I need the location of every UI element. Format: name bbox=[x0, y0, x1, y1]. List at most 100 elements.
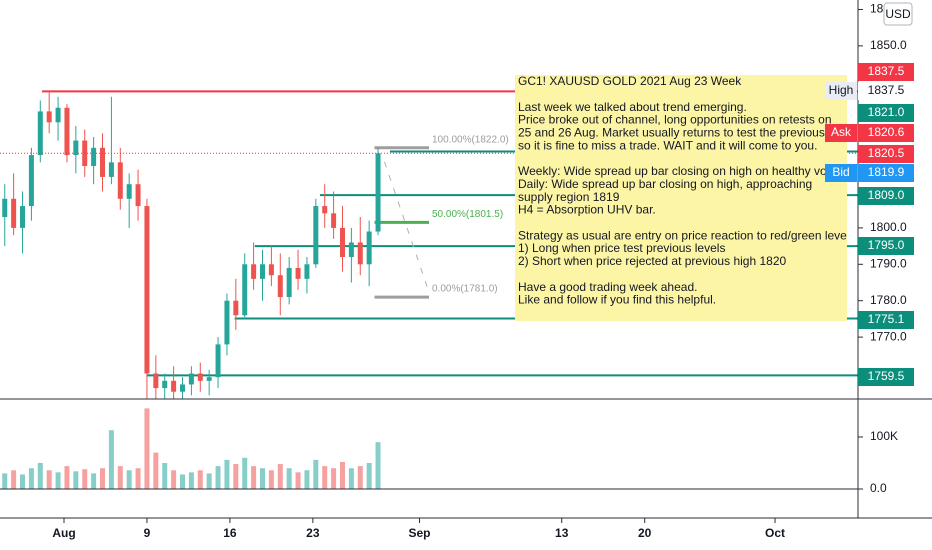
fib-trend bbox=[384, 161, 430, 293]
x-tick-label: Aug bbox=[52, 526, 75, 540]
candle-body bbox=[224, 300, 230, 345]
quote-name-bg bbox=[825, 82, 857, 100]
candle-body bbox=[28, 155, 34, 207]
candle-body bbox=[206, 377, 212, 381]
annotation-line: 1) Long when price test previous levels bbox=[518, 241, 725, 255]
candle-body bbox=[366, 231, 372, 265]
volume-bar bbox=[375, 442, 381, 489]
price-tags: 1837.5 1821.0 1809.0 1795.0 1775.1 1759.5 1820… bbox=[825, 63, 914, 386]
candle-body bbox=[304, 264, 310, 279]
volume-bar bbox=[304, 470, 310, 489]
annotation-line: supply region 1819 bbox=[518, 190, 620, 204]
candle-body bbox=[64, 107, 70, 156]
quote-tag-bg bbox=[858, 164, 914, 182]
volume-bar bbox=[233, 464, 239, 489]
volume-bar bbox=[277, 464, 283, 489]
currency-box[interactable] bbox=[883, 2, 913, 26]
annotation-line: Weekly: Wide spread up bar closing on hi… bbox=[518, 164, 856, 178]
fib-label: 0.00%(1781.0) bbox=[432, 284, 498, 295]
quote-name-bg bbox=[825, 164, 857, 182]
currency[interactable]: USD bbox=[885, 7, 911, 21]
volume-bar bbox=[224, 459, 230, 489]
volume-bar bbox=[357, 466, 363, 489]
quote-tag: 1837.5 bbox=[868, 83, 905, 97]
volume-bar bbox=[28, 468, 34, 489]
y-tick-label: 1800.0 bbox=[870, 220, 907, 234]
volume-bar bbox=[366, 462, 372, 489]
volume-bar bbox=[100, 468, 106, 489]
fib-label: 100.00%(1822.0) bbox=[432, 134, 509, 145]
candle-body bbox=[188, 373, 194, 385]
volume-bar bbox=[188, 472, 194, 489]
x-tick-label: Sep bbox=[409, 526, 431, 540]
candle-body bbox=[322, 206, 328, 214]
volume-bar bbox=[37, 462, 43, 489]
level-tag: 1759.5 bbox=[868, 369, 905, 383]
y-tick-label: 1790.0 bbox=[870, 256, 907, 270]
annotation-line: Have a good trading week ahead. bbox=[518, 280, 697, 294]
volume-bar bbox=[153, 452, 159, 489]
candle-body bbox=[242, 264, 248, 316]
candle-body bbox=[180, 384, 186, 392]
candle-body bbox=[135, 184, 141, 207]
candle-body bbox=[357, 242, 363, 265]
quote-tag-bg bbox=[858, 82, 914, 100]
y-tick-label: 1770.0 bbox=[870, 329, 907, 343]
volume-bar bbox=[73, 471, 79, 489]
candle-body bbox=[100, 147, 106, 177]
volume-bar bbox=[197, 470, 203, 489]
volume-bar bbox=[180, 474, 186, 489]
candle-body bbox=[46, 111, 52, 123]
annotation-title: GC1! XAUUSD GOLD 2021 Aug 23 Week bbox=[518, 74, 742, 88]
candle-body bbox=[286, 267, 292, 298]
last-price-tag-bg bbox=[858, 145, 914, 163]
volume-bar bbox=[295, 472, 301, 489]
x-tick-label: 13 bbox=[555, 526, 569, 540]
annotation-line: Like and follow if you find this helpful… bbox=[518, 293, 716, 307]
volume-bar bbox=[313, 459, 319, 489]
volume-bar bbox=[259, 468, 265, 489]
level-tag-bg bbox=[858, 311, 914, 329]
candle-body bbox=[2, 198, 8, 217]
annotation-line: so it is fine to miss a trade. WAIT and … bbox=[518, 138, 817, 152]
candle-body bbox=[162, 380, 168, 389]
level-tag: 1809.0 bbox=[868, 188, 905, 202]
candle-body bbox=[117, 162, 123, 199]
candle-body bbox=[251, 264, 257, 279]
annotation-box bbox=[515, 75, 847, 321]
x-tick-label: 16 bbox=[223, 526, 237, 540]
x-tick-label: Oct bbox=[765, 526, 785, 540]
candle-body bbox=[126, 184, 132, 199]
volume-bar bbox=[82, 469, 88, 489]
candle-body bbox=[73, 140, 79, 156]
candle-body bbox=[339, 227, 345, 258]
level-tag-bg bbox=[858, 368, 914, 386]
annotation: GC1! XAUUSD GOLD 2021 Aug 23 Week Last we… bbox=[515, 74, 856, 321]
volume-bar bbox=[171, 470, 177, 489]
candle-body bbox=[331, 213, 337, 228]
candle-body bbox=[153, 373, 159, 389]
candle-body bbox=[259, 264, 265, 279]
level-tag-bg bbox=[858, 237, 914, 255]
candle-body bbox=[37, 111, 43, 156]
x-tick-label: 9 bbox=[144, 526, 151, 540]
quote-tag: 1820.6 bbox=[868, 125, 905, 139]
volume-bar bbox=[55, 472, 61, 489]
volume-bar bbox=[144, 408, 150, 489]
candle-body bbox=[295, 267, 301, 279]
candle-body bbox=[108, 162, 114, 177]
volume-bar bbox=[126, 470, 132, 489]
volume-bar bbox=[46, 470, 52, 489]
annotation-line: 25 and 26 Aug. Market usually returns to… bbox=[518, 126, 855, 140]
volume-bar bbox=[322, 466, 328, 489]
volume-bar bbox=[268, 470, 274, 489]
candle-body bbox=[268, 264, 274, 276]
volume-bar bbox=[64, 466, 70, 489]
volume-bar bbox=[135, 468, 141, 489]
annotation-line: Strategy as usual are entry on price rea… bbox=[518, 228, 856, 242]
x-tick-label: 23 bbox=[306, 526, 320, 540]
quote-name: Bid bbox=[832, 165, 849, 179]
candle-body bbox=[144, 206, 150, 374]
y-tick-label: 1780.0 bbox=[870, 293, 907, 307]
